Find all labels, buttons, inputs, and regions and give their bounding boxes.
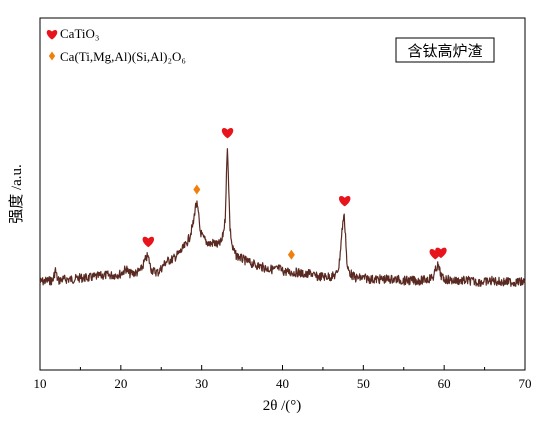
diamond-marker [287,249,295,260]
sample-label-box: 含钛高炉渣 [395,37,495,63]
x-tick-label: 40 [276,376,289,391]
legend-label-pyroxene: Ca(Ti,Mg,Al)(Si,Al)₂O₆ [60,49,186,64]
legend: CaTiO₃ Ca(Ti,Mg,Al)(Si,Al)₂O₆ [46,26,186,64]
x-tick-label: 70 [519,376,532,391]
legend-label-catio3: CaTiO₃ [60,26,99,41]
heart-marker [435,247,447,259]
x-tick-label: 30 [195,376,208,391]
x-axis-ticks: 10 20 30 40 50 60 70 [34,365,532,391]
diamond-icon [48,51,56,61]
sample-label: 含钛高炉渣 [407,43,482,60]
x-axis-label: 2θ /(°) [263,398,302,414]
diamond-marker [193,184,201,195]
legend-entry-catio3: CaTiO₃ [46,26,99,41]
heart-marker [339,195,351,207]
x-tick-label: 50 [357,376,370,391]
heart-marker [221,127,234,139]
x-tick-label: 20 [114,376,127,391]
xrd-pattern-line [39,148,526,287]
plot-frame [39,17,526,371]
heart-icon [46,29,58,40]
x-tick-label: 60 [438,376,451,391]
heart-marker [142,236,155,248]
x-tick-label: 10 [34,376,47,391]
y-axis-label: 强度 /a.u. [8,164,25,224]
peak-markers [142,127,447,260]
legend-entry-pyroxene: Ca(Ti,Mg,Al)(Si,Al)₂O₆ [48,49,186,64]
